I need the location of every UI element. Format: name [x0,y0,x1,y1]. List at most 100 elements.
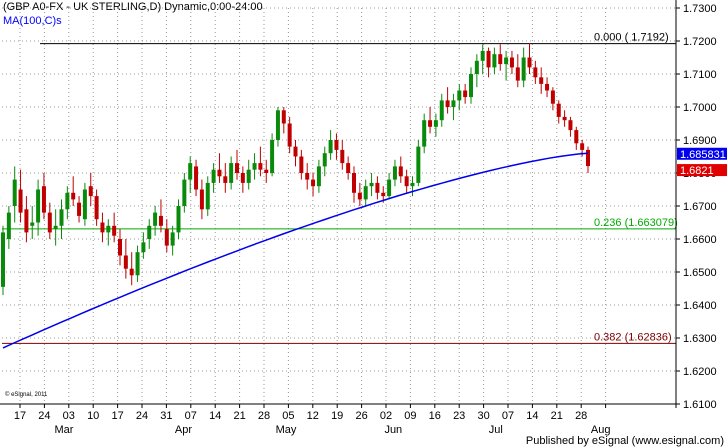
month-label: Apr [175,424,192,436]
candle-body [545,83,550,91]
fibonacci-levels: 0.000 ( 1.7192) 0.236 (1.663079) 0.382 (1.… [2,32,678,344]
candle-body [568,120,573,131]
candle-body [24,209,29,233]
y-tick-label: 1.6200 [683,366,717,378]
candle-body [281,110,286,124]
candle-body [445,100,450,107]
candle-body [141,242,146,253]
candle-body [275,110,280,140]
candle-body [574,130,579,144]
candle-body [217,169,222,177]
candle-body [71,192,76,200]
x-tick-label: 17 [14,410,26,422]
candle-body [422,120,427,147]
candle-body [363,186,368,200]
candle-body [12,179,17,206]
candle-body [287,123,292,147]
esignal-copyright: © eSignal, 2011 [5,392,48,398]
x-tick-label: 19 [331,410,343,422]
candle-body [322,153,327,167]
price-box [677,164,727,177]
candle-body [112,225,117,236]
candle-body [498,54,503,65]
candle-body [211,169,216,183]
candle-body [170,232,175,246]
chart-header-ma: MA(100,C)s [3,15,62,27]
month-label: Aug [591,424,611,436]
candle-body [352,173,356,193]
x-tick-label: 12 [307,410,319,422]
candle-body [328,140,333,154]
candle-body [375,182,380,193]
x-tick-label: 14 [526,410,538,422]
candle-body [451,100,456,107]
candle-body [416,146,421,183]
candle-body [457,90,462,101]
candle-body [194,166,199,190]
fib-label: 0.382 (1.62836) [594,331,672,343]
x-tick-label: 23 [453,410,465,422]
candle-body [433,120,438,127]
candle-body [509,57,514,68]
candle-body [147,225,152,239]
candle-body [188,163,193,180]
candle-body [176,206,181,233]
x-tick-label: 21 [551,410,563,422]
candle-body [580,143,585,150]
candle-body [135,252,140,276]
candle-body [129,268,134,276]
y-tick-label: 1.6700 [683,201,717,213]
candle-body [463,90,468,98]
candle-body [492,54,497,68]
candle-body [264,169,269,173]
fib-label: 0.000 ( 1.7192) [594,32,669,44]
candle-body [223,176,228,183]
candle-body [41,186,46,213]
fib-label: 0.236 (1.663079) [594,217,678,229]
y-tick-label: 1.6300 [683,333,717,345]
candle-body [527,57,532,68]
candle-body [53,225,58,230]
candle-body [36,189,41,223]
candle-body [533,67,538,78]
price-box-label: 1.685831 [680,149,726,161]
month-label: May [276,424,297,436]
candle-body [550,90,555,104]
candle-body [387,179,392,197]
x-tick-label: 31 [160,410,172,422]
candle-body [164,229,169,246]
candle-body [118,239,122,256]
chart-header-symbol: (GBP A0-FX - UK STERLING,D) Dynamic,0:00… [3,1,263,13]
candle-body [521,57,526,81]
candle-body [340,149,345,164]
candle-body [469,74,473,98]
y-tick-label: 1.7100 [683,69,717,81]
axis-labels: 1.73001.72001.71001.70001.69001.68001.67… [14,3,727,436]
candle-body [94,196,99,220]
y-tick-label: 1.7000 [683,102,717,114]
candle-body [240,173,245,183]
x-tick-label: 09 [404,410,416,422]
candle-body [205,182,210,210]
candle-body [18,189,23,213]
x-tick-label: 14 [209,410,221,422]
candle-body [100,222,105,233]
moving-average [2,152,589,349]
x-tick-label: 10 [87,410,99,422]
candle-body [334,140,339,150]
candle-body [474,60,479,74]
price-box-label: 1.6821 [680,165,714,177]
x-tick-label: 28 [575,410,587,422]
candle-body [106,225,111,233]
y-tick-label: 1.6400 [683,300,717,312]
candle-body [410,182,415,187]
candle-body [381,192,386,197]
candle-body [398,166,403,177]
candle-body [65,192,70,210]
y-tick-label: 1.6600 [683,234,717,246]
x-tick-label: 02 [380,410,392,422]
candle-body [428,120,433,127]
candle-body [6,212,11,239]
candle-body [539,77,544,84]
candle-body [311,179,316,187]
